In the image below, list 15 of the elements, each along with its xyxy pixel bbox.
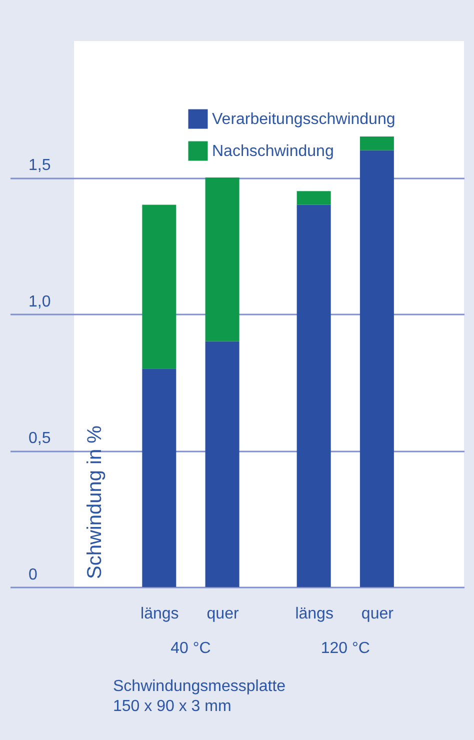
y-tick-label: 0,5: [28, 430, 51, 447]
x-tick-label: quer: [361, 606, 394, 622]
y-tick-label: 1,5: [28, 157, 51, 174]
x-tick-label: längs: [140, 606, 179, 622]
y-tick-label: 1,0: [28, 294, 51, 310]
text: 120 °C: [320, 640, 370, 657]
legend-label: Nachschwindung: [212, 143, 334, 160]
legend-label: Verarbeitungsschwindung: [212, 111, 396, 128]
y-axis-title: Schwindung in %: [84, 425, 106, 579]
y-tick-label: 0: [28, 566, 38, 584]
text: 40 °C: [170, 640, 211, 657]
text: 150 x 90 x 3 mm: [113, 698, 232, 715]
x-tick-label: längs: [295, 606, 334, 622]
text: Schwindungsmessplatte: [113, 678, 286, 695]
x-tick-label: quer: [206, 606, 240, 622]
